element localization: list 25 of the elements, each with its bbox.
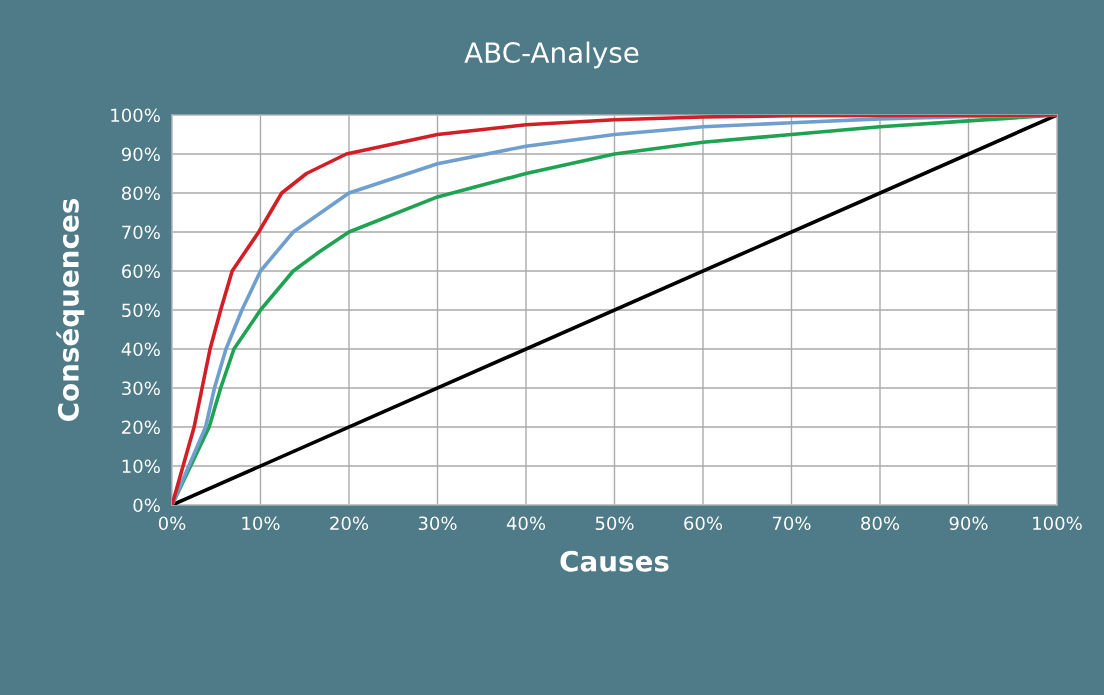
y-tick-label: 90% xyxy=(121,147,160,162)
y-tick-label: 100% xyxy=(111,108,160,123)
x-tick-label: 20% xyxy=(330,516,369,531)
x-tick-label: 90% xyxy=(949,516,988,531)
y-axis-title: Conséquences xyxy=(56,198,85,421)
chart-title: ABC-Analyse xyxy=(464,41,639,69)
y-tick-label: 70% xyxy=(122,225,160,240)
y-tick-label: 20% xyxy=(122,420,160,435)
y-tick-label: 80% xyxy=(121,186,160,201)
x-tick-label: 100% xyxy=(1033,516,1082,531)
x-tick-label: 70% xyxy=(772,516,811,531)
x-tick-label: 80% xyxy=(861,516,900,531)
y-tick-label: 10% xyxy=(122,459,160,474)
x-tick-label: 40% xyxy=(506,516,546,531)
x-tick-label: 0% xyxy=(158,516,186,531)
x-tick-label: 10% xyxy=(242,516,280,531)
y-tick-label: 50% xyxy=(122,303,160,318)
x-tick-label: 30% xyxy=(418,516,457,531)
x-axis-title: Causes xyxy=(560,550,669,572)
y-tick-label: 40% xyxy=(121,342,160,357)
x-tick-label: 60% xyxy=(684,516,723,531)
y-tick-label: 60% xyxy=(122,264,160,279)
y-tick-label: 30% xyxy=(122,381,160,396)
y-tick-label: 0% xyxy=(133,498,160,513)
x-tick-label: 50% xyxy=(595,516,634,531)
